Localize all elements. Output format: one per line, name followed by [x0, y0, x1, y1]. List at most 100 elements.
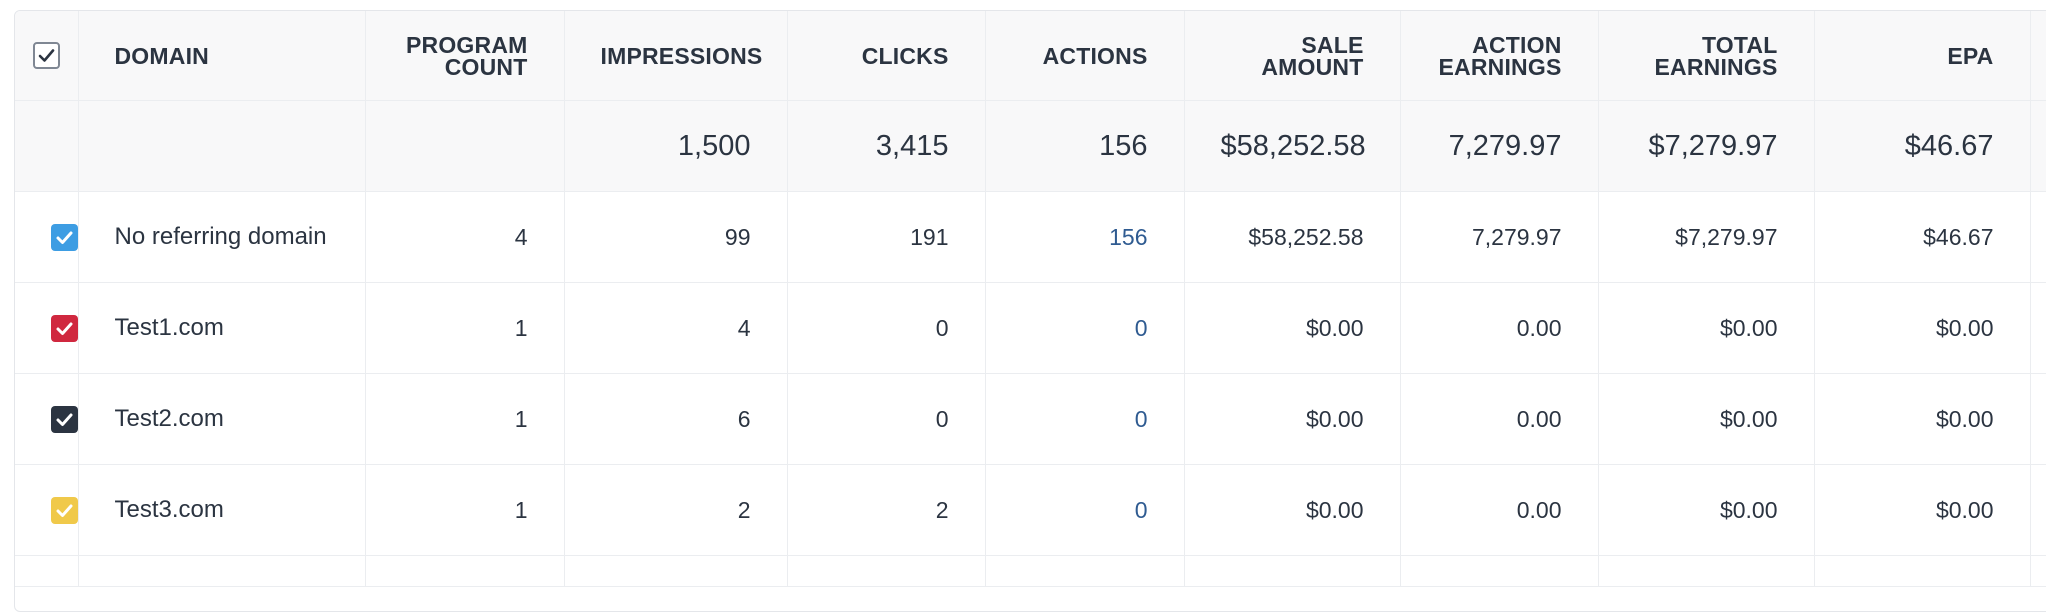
row-select-checkbox[interactable] [50, 497, 77, 525]
total-sale-amount: $58,252.58 [1184, 100, 1401, 192]
column-header-sale-amount[interactable]: SALE AMOUNT [1184, 11, 1401, 101]
cell-overflow [2030, 191, 2046, 283]
column-header-impressions[interactable]: IMPRESSIONS [564, 11, 788, 101]
table-row: Test1.com 1 4 0 0 $0.00 0.00 $0.00 $0.00 [15, 282, 2046, 374]
row-check-cell [15, 373, 79, 465]
check-icon [56, 504, 72, 518]
cell-program-count: 4 [365, 191, 565, 283]
cell-clicks: 191 [787, 191, 986, 283]
column-header-label: CLICKS [861, 42, 949, 69]
cell-partial [1598, 555, 1815, 587]
select-all-checkbox[interactable] [32, 42, 60, 69]
cell-sale-amount: $0.00 [1184, 464, 1401, 556]
cell-partial [15, 555, 79, 587]
cell-epa: $0.00 [1814, 373, 2031, 465]
cell-actions[interactable]: 0 [985, 464, 1185, 556]
row-check-cell [15, 191, 79, 283]
cell-actions[interactable]: 156 [985, 191, 1185, 283]
column-header-program-count[interactable]: PROGRAM COUNT [365, 11, 565, 101]
cell-sale-amount: $0.00 [1184, 282, 1401, 374]
cell-domain: Test3.com [78, 464, 366, 556]
total-epa: $46.67 [1814, 100, 2031, 192]
cell-actions[interactable]: 0 [985, 282, 1185, 374]
column-header-domain[interactable]: DOMAIN [78, 11, 366, 101]
cell-total-earnings: $0.00 [1598, 373, 1815, 465]
table-row: No referring domain 4 99 191 156 $58,252.58 7,… [15, 191, 2046, 283]
cell-epa: $46.67 [1814, 191, 2031, 283]
cell-partial [985, 555, 1185, 587]
totals-program-count-cell [365, 100, 565, 192]
cell-overflow [2030, 282, 2046, 374]
cell-sale-amount: $0.00 [1184, 373, 1401, 465]
select-all-cell [15, 11, 79, 101]
column-header-clicks[interactable]: CLICKS [787, 11, 986, 101]
cell-clicks: 0 [787, 282, 986, 374]
cell-total-earnings: $0.00 [1598, 282, 1815, 374]
header-row: DOMAIN PROGRAM COUNT IMPRESSIONS CLICKS … [15, 11, 2046, 101]
check-icon [56, 322, 72, 336]
cell-epa: $0.00 [1814, 282, 2031, 374]
cell-partial [564, 555, 788, 587]
check-icon [38, 49, 55, 62]
column-header-action-earnings[interactable]: ACTION EARNINGS [1400, 11, 1599, 101]
column-header-actions[interactable]: ACTIONS [985, 11, 1185, 101]
totals-overflow-cell [2030, 100, 2046, 192]
cell-partial [365, 555, 565, 587]
cell-partial [78, 555, 366, 587]
report-grid: DOMAIN PROGRAM COUNT IMPRESSIONS CLICKS … [15, 11, 2046, 587]
column-header-label-line1: ACTION [1472, 31, 1562, 58]
row-select-checkbox[interactable] [50, 224, 77, 252]
cell-domain: No referring domain [78, 191, 366, 283]
total-actions: 156 [985, 100, 1185, 192]
column-header-total-earnings[interactable]: TOTAL EARNINGS [1598, 11, 1815, 101]
cell-impressions: 4 [564, 282, 788, 374]
row-select-checkbox[interactable] [50, 406, 77, 434]
cell-impressions: 99 [564, 191, 788, 283]
cell-overflow [2030, 373, 2046, 465]
cell-total-earnings: $7,279.97 [1598, 191, 1815, 283]
cell-epa: $0.00 [1814, 464, 2031, 556]
column-header-label-line1: SALE [1301, 31, 1364, 58]
column-header-label-line2: AMOUNT [1261, 53, 1364, 80]
check-icon [56, 231, 72, 245]
cell-total-earnings: $0.00 [1598, 464, 1815, 556]
total-action-earnings: 7,279.97 [1400, 100, 1599, 192]
cell-clicks: 0 [787, 373, 986, 465]
column-header-label-line2: EARNINGS [1654, 53, 1778, 80]
table-row: Test3.com 1 2 2 0 $0.00 0.00 $0.00 $0.00 [15, 464, 2046, 556]
cell-program-count: 1 [365, 373, 565, 465]
cell-action-earnings: 7,279.97 [1400, 191, 1599, 283]
column-header-label-line1: TOTAL [1701, 31, 1778, 58]
cell-partial [2030, 555, 2046, 587]
totals-row: 1,500 3,415 156 $58,252.58 7,279.97 $7,2… [15, 100, 2046, 192]
table-row: Test2.com 1 6 0 0 $0.00 0.00 $0.00 $0.00 [15, 373, 2046, 465]
cell-program-count: 1 [365, 464, 565, 556]
column-header-label: IMPRESSIONS [600, 42, 763, 69]
check-icon [56, 413, 72, 427]
cell-sale-amount: $58,252.58 [1184, 191, 1401, 283]
column-header-label: DOMAIN [114, 42, 209, 69]
totals-domain-cell [78, 100, 366, 192]
row-check-cell [15, 464, 79, 556]
cell-impressions: 6 [564, 373, 788, 465]
cell-domain: Test1.com [78, 282, 366, 374]
total-impressions: 1,500 [564, 100, 788, 192]
totals-check-cell [15, 100, 79, 192]
cell-overflow [2030, 464, 2046, 556]
cell-clicks: 2 [787, 464, 986, 556]
cell-actions[interactable]: 0 [985, 373, 1185, 465]
row-check-cell [15, 282, 79, 374]
cell-action-earnings: 0.00 [1400, 464, 1599, 556]
column-header-label-line2: EARNINGS [1438, 53, 1562, 80]
cell-partial [787, 555, 986, 587]
total-clicks: 3,415 [787, 100, 986, 192]
cell-action-earnings: 0.00 [1400, 282, 1599, 374]
row-select-checkbox[interactable] [50, 315, 77, 343]
cell-program-count: 1 [365, 282, 565, 374]
domain-report-table: DOMAIN PROGRAM COUNT IMPRESSIONS CLICKS … [14, 10, 2046, 612]
cell-domain: Test2.com [78, 373, 366, 465]
column-header-label-line1: PROGRAM [405, 31, 528, 58]
column-header-epa[interactable]: EPA [1814, 11, 2031, 101]
column-header-overflow [2030, 11, 2046, 101]
cell-partial [1400, 555, 1599, 587]
